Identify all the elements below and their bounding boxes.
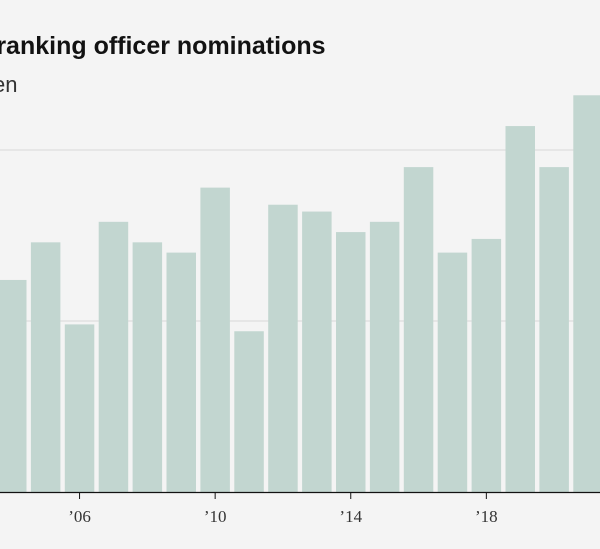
chart-subtitle: en [0,72,18,97]
bar-2021 [573,95,600,492]
bar-2004 [0,279,27,492]
bar-2006 [64,324,95,492]
bar-2014 [336,232,366,492]
bars [0,95,600,492]
bar-2008 [132,242,163,492]
x-tick-label-2018: ’18 [475,507,498,526]
bar-2012 [268,204,298,492]
chart-title: -ranking officer nominations [0,32,326,60]
bar-2005 [30,242,61,492]
bar-2011 [234,331,264,492]
bar-2017 [437,252,468,492]
bar-2015 [369,221,400,492]
x-axis-ticks [79,492,487,499]
bar-2018 [471,238,502,492]
bar-2020 [539,167,569,492]
x-axis-tick-labels: ’06’10’14’18’22 [68,507,498,526]
bar-2009 [166,252,196,492]
x-tick-label-2010: ’10 [204,507,227,526]
bar-2007 [98,221,129,492]
x-tick-label-2014: ’14 [339,507,362,526]
bar-2013 [302,211,332,492]
x-tick-label-2006: ’06 [68,507,91,526]
bar-2016 [403,167,434,492]
bar-2019 [505,126,535,492]
bar-2010 [200,187,230,492]
